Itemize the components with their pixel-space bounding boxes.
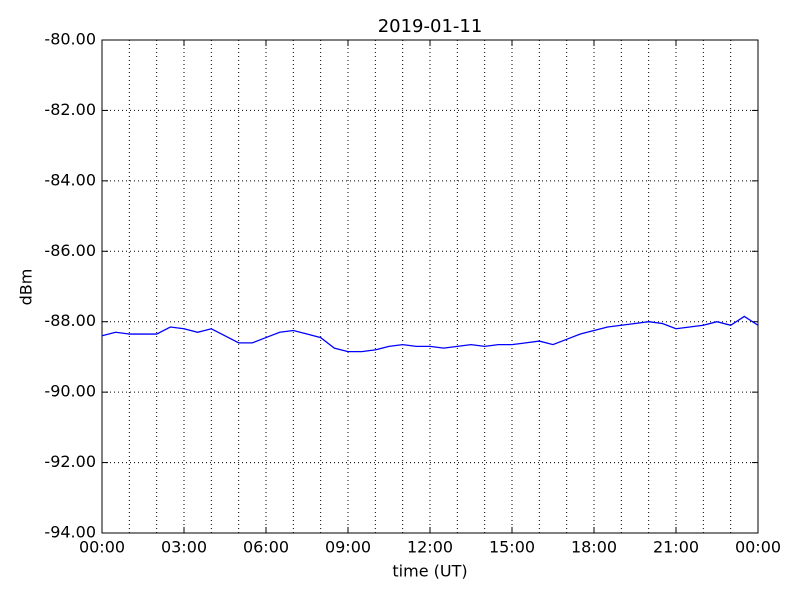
x-tick-label: 06:00 <box>243 538 289 557</box>
x-tick-label: 09:00 <box>325 538 371 557</box>
x-axis-label: time (UT) <box>392 562 467 581</box>
y-tick-label: -82.00 <box>44 100 96 119</box>
x-tick-label: 21:00 <box>653 538 699 557</box>
y-tick-label: -88.00 <box>44 311 96 330</box>
y-tick-label: -84.00 <box>44 170 96 189</box>
x-tick-label: 15:00 <box>489 538 535 557</box>
x-tick-label: 12:00 <box>407 538 453 557</box>
x-tick-label: 00:00 <box>79 538 125 557</box>
x-tick-label: 18:00 <box>571 538 617 557</box>
y-tick-label: -86.00 <box>44 241 96 260</box>
y-tick-label: -90.00 <box>44 382 96 401</box>
y-axis-label: dBm <box>17 269 36 306</box>
y-tick-label: -92.00 <box>44 452 96 471</box>
data-line <box>101 315 759 353</box>
chart-title: 2019-01-11 <box>378 16 483 37</box>
y-tick-label: -80.00 <box>44 30 96 49</box>
x-tick-label: 03:00 <box>161 538 207 557</box>
x-tick-label: 00:00 <box>735 538 781 557</box>
y-tick-label: -94.00 <box>44 523 96 542</box>
plot-frame <box>101 39 759 534</box>
